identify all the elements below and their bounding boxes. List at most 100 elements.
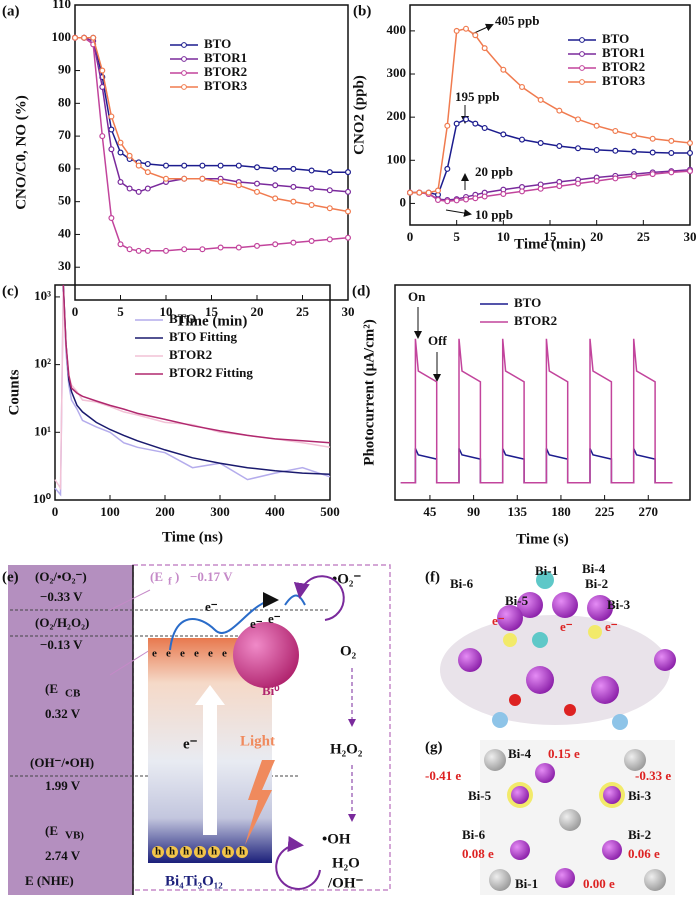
level-name: (E [45,823,58,838]
atom [654,649,676,671]
atom [555,868,575,888]
legend-label: BTO [204,36,231,51]
fermi-potential: −0.17 V [190,569,233,584]
x-tick-label: 25 [637,229,651,244]
annotation: Off [428,333,447,348]
point [117,149,124,156]
leader [109,649,151,676]
potential: 0.32 V [45,706,81,721]
atom [509,694,521,706]
point [308,167,315,174]
series-line [400,338,673,484]
species: •O₂⁻ [332,571,361,587]
point [668,169,675,176]
point [444,122,451,129]
y-tick-label: 110 [52,0,71,11]
y-tick-label: 70 [58,127,71,142]
legend-label: BTOR1 [602,45,645,60]
hole-label: h [197,846,203,858]
species: H₂O [332,855,360,871]
point [99,67,106,74]
atom [497,605,523,631]
panel-label: (e) [2,569,19,585]
point [108,113,115,120]
atom [624,749,646,771]
charge: 0.15 e [548,746,580,761]
hole [152,846,164,858]
point [435,187,442,194]
y-tick-label: 40 [58,225,71,240]
fermi: (E [150,569,163,584]
point [686,149,693,156]
point [217,244,224,251]
reaction-arrow [275,836,321,890]
panel-f: (f) Bi-6 Bi-1 Bi-4 Bi-2 Bi-5 Bi-3 e⁻ e⁻ … [425,561,676,730]
point [108,126,115,133]
bi-particle [233,622,299,688]
atom-label: Bi-4 [508,746,532,761]
x-tick-label: 25 [296,304,310,319]
electron-label: e⁻ [268,611,281,626]
point [649,171,656,178]
point [326,205,333,212]
atom-label: Bi-6 [450,576,474,591]
atom [458,648,482,672]
atom-label: Bi-2 [628,827,651,842]
legend-marker [181,84,187,90]
point [308,201,315,208]
legend-marker [579,65,585,71]
point [272,182,279,189]
legend-label: BTOR2 [602,59,645,74]
fermi: ) [175,569,179,584]
x-tick-label: 270 [639,504,659,519]
point [425,189,432,196]
hole-label: h [183,846,189,858]
annotation: 20 ppb [475,164,513,179]
point [518,136,525,143]
point [144,185,151,192]
atom-label: Bi-2 [585,576,608,591]
atom-label: Bi-5 [505,593,529,608]
legend-label: BTO [514,295,541,310]
point [612,127,619,134]
point [444,165,451,172]
atom [559,809,581,831]
atom-label: Bi-5 [468,788,492,803]
potential: −0.13 V [40,637,83,652]
point [345,188,352,195]
couple: (OH⁻/•OH) [30,755,94,770]
point [199,175,206,182]
point [518,83,525,90]
panel-g: (g) Bi-4 0.15 e -0.41 e -0.33 e Bi-5 Bi-… [425,739,675,895]
atom [644,869,666,891]
fermi-sub: f [168,576,172,588]
leader [109,589,151,611]
point [99,133,106,140]
panel-label: (a) [2,3,20,19]
point [444,198,451,205]
point [135,247,142,254]
point [481,45,488,52]
point [481,124,488,131]
series-line [75,37,349,252]
material: Bi₄Ti₃O₁₂ [165,873,223,889]
potential: 1.99 V [45,778,81,793]
electron-path [169,592,279,651]
point [593,122,600,129]
electron-path [284,594,306,606]
atom [587,595,613,621]
point [686,140,693,147]
point [463,25,470,32]
point [181,162,188,169]
legend-marker [579,79,585,85]
point [163,247,170,254]
point [254,242,261,249]
y-axis-label: CNO/C0, NO (%) [13,95,29,210]
point [630,148,637,155]
electron-label: e⁻ [560,619,573,634]
panel-label: (c) [2,283,19,299]
y-axis-label: Photocurrent (μA/cm²) [361,319,377,465]
series-line [75,37,349,193]
atom [603,786,621,804]
point [99,83,106,90]
